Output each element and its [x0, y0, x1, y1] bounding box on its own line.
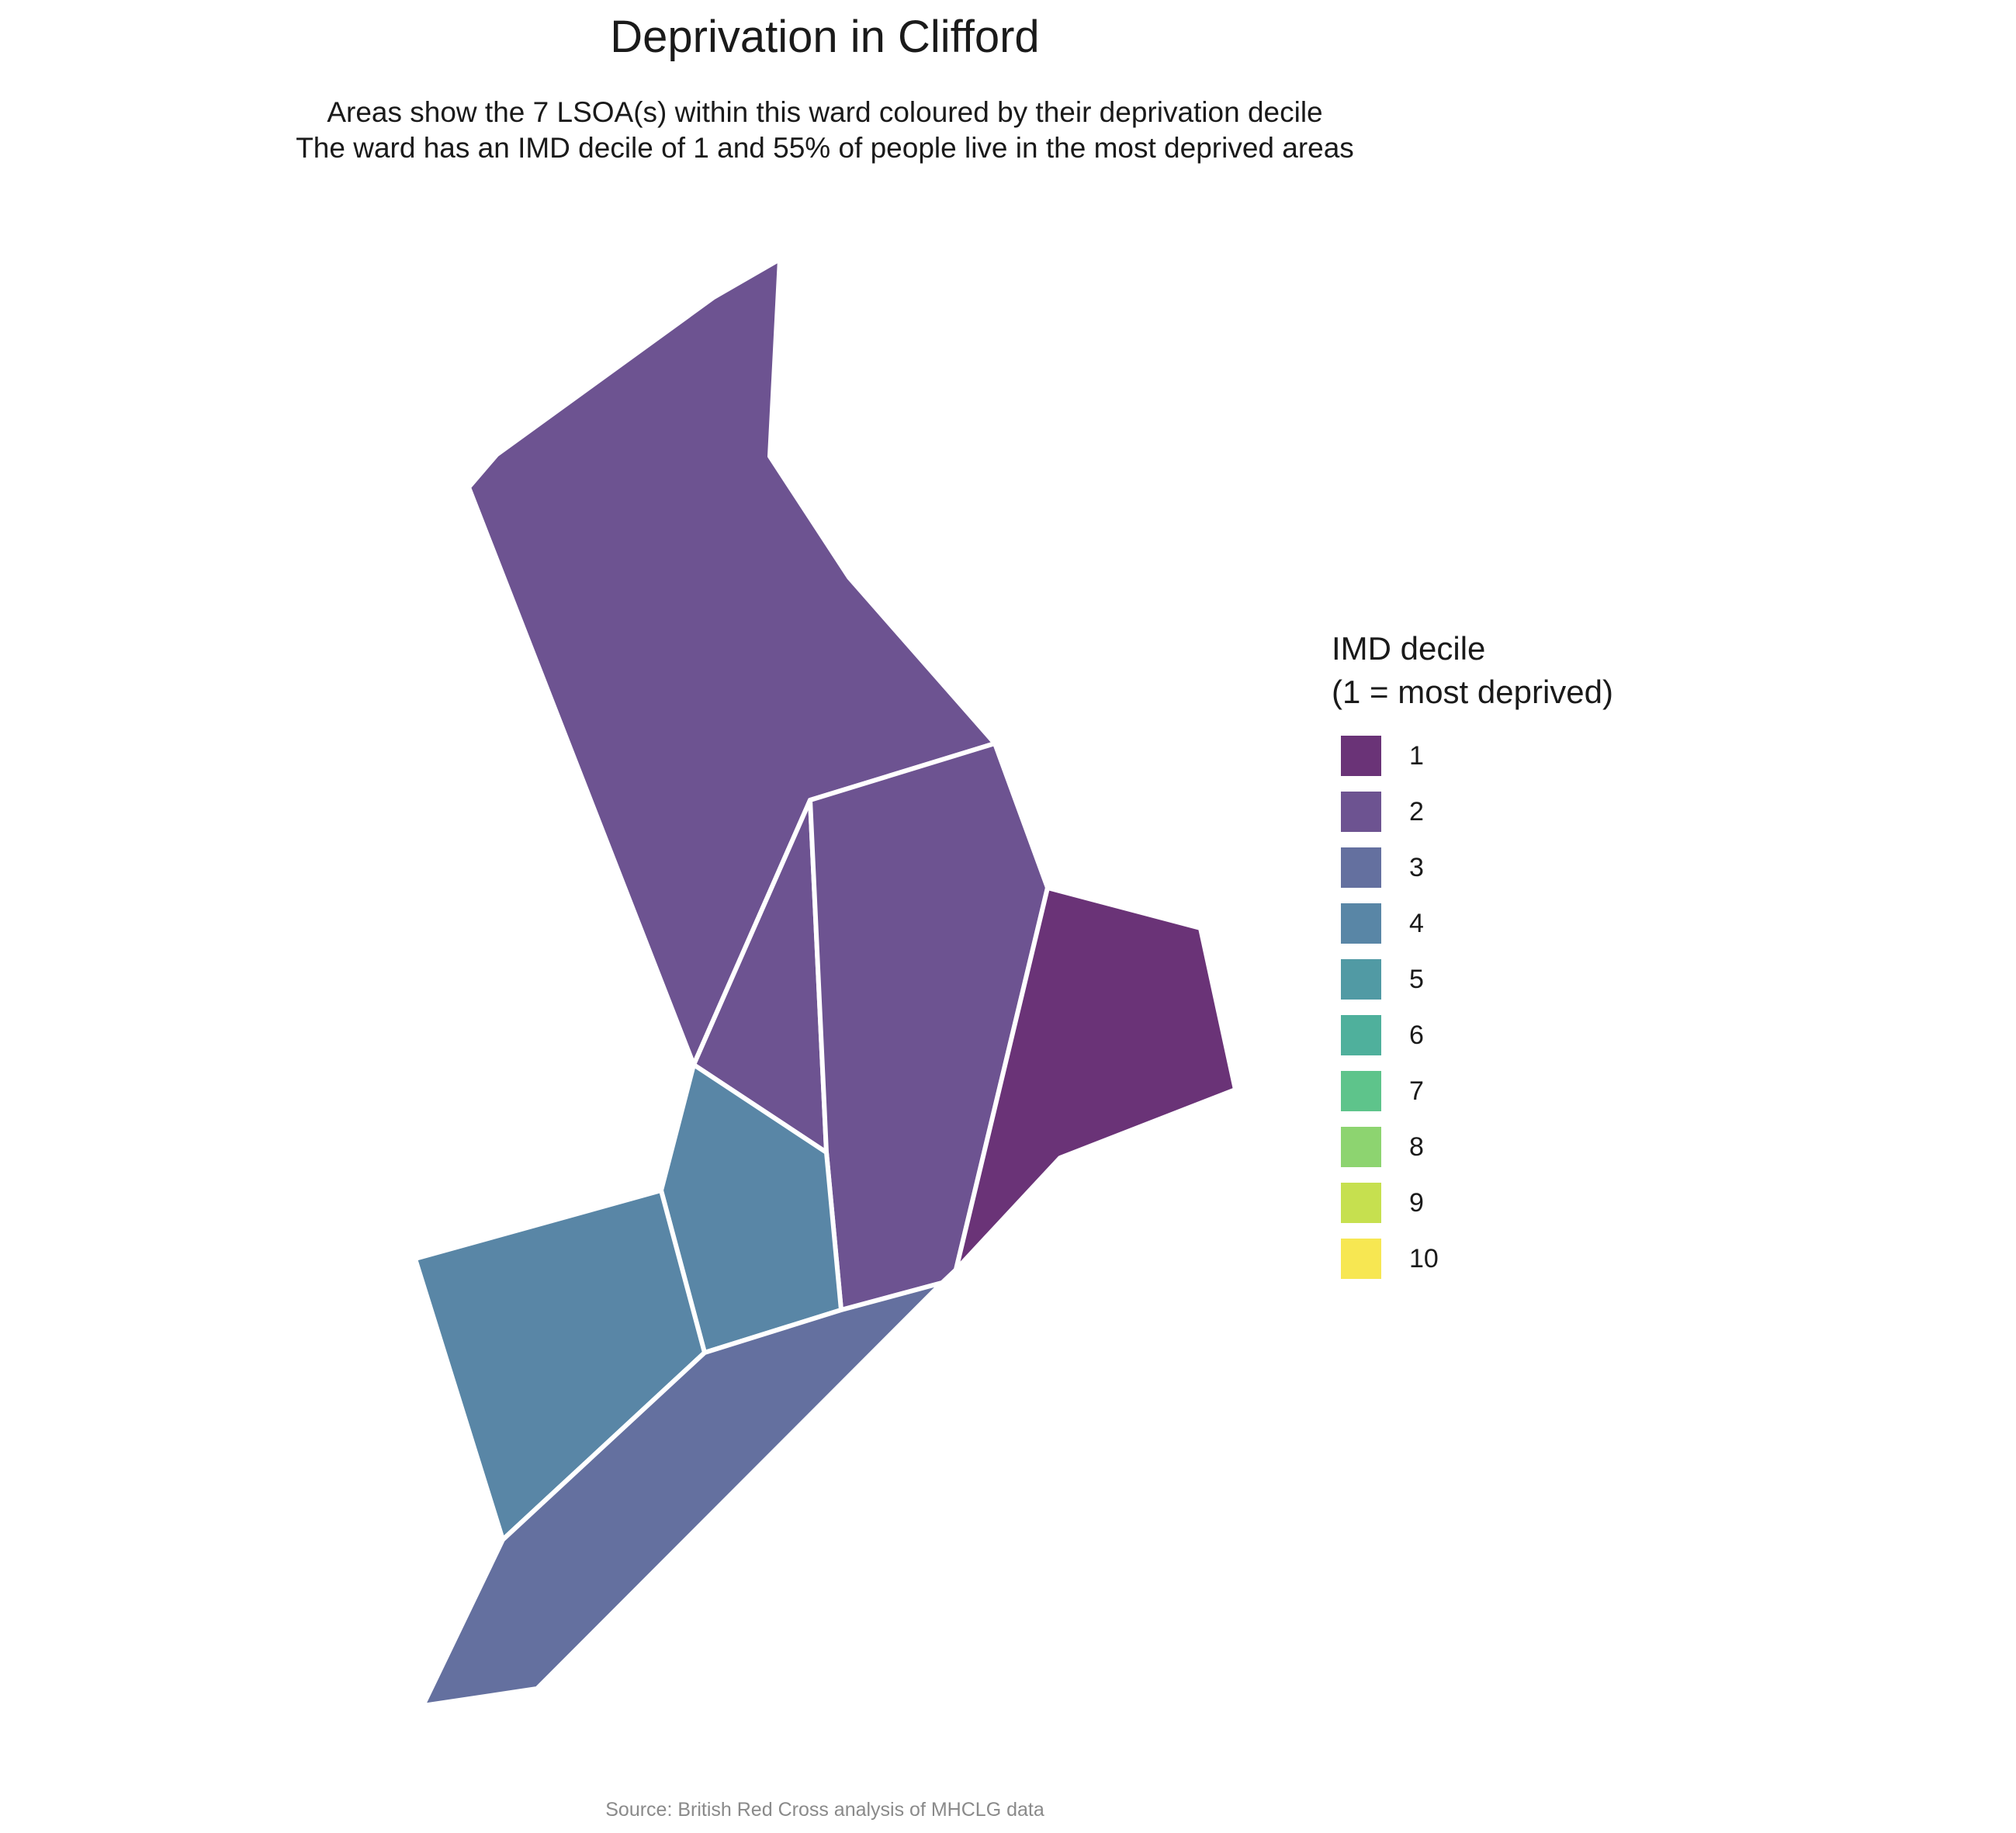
legend-swatch [1341, 1183, 1381, 1223]
legend-swatch [1341, 1071, 1381, 1111]
legend-label: 3 [1409, 852, 1424, 882]
legend-item: 3 [1332, 840, 1613, 896]
legend-title-line-2: (1 = most deprived) [1332, 674, 1613, 710]
legend-label: 10 [1409, 1243, 1439, 1273]
legend-swatch [1341, 903, 1381, 944]
legend-label: 9 [1409, 1187, 1424, 1218]
legend-label: 7 [1409, 1076, 1424, 1106]
legend-item: 6 [1332, 1007, 1613, 1063]
legend-label: 4 [1409, 908, 1424, 938]
legend-item: 7 [1332, 1063, 1613, 1119]
legend-item: 9 [1332, 1175, 1613, 1231]
legend-items: 1 2 3 4 5 6 7 8 9 10 [1332, 728, 1613, 1287]
legend-title-line-1: IMD decile [1332, 630, 1486, 667]
legend-label: 5 [1409, 964, 1424, 994]
map-subtitle-line-1: Areas show the 7 LSOA(s) within this war… [327, 96, 1323, 128]
legend-swatch [1341, 1127, 1381, 1167]
legend-item: 4 [1332, 896, 1613, 951]
legend-label: 2 [1409, 796, 1424, 826]
legend-swatch [1341, 792, 1381, 832]
legend-swatch [1341, 736, 1381, 776]
legend-item: 1 [1332, 728, 1613, 784]
legend-item: 10 [1332, 1231, 1613, 1287]
lsoa-area-south[interactable] [421, 1280, 944, 1708]
legend-item: 5 [1332, 951, 1613, 1007]
legend-swatch [1341, 1015, 1381, 1055]
map-subtitle-line-2: The ward has an IMD decile of 1 and 55% … [296, 132, 1354, 164]
legend: IMD decile (1 = most deprived) 1 2 3 4 5… [1332, 627, 1613, 1287]
legend-item: 8 [1332, 1119, 1613, 1175]
map-title: Deprivation in Clifford [610, 12, 1040, 62]
legend-label: 8 [1409, 1131, 1424, 1162]
legend-label: 1 [1409, 740, 1424, 771]
legend-swatch [1341, 847, 1381, 888]
lsoa-area-east[interactable] [954, 885, 1238, 1272]
legend-item: 2 [1332, 784, 1613, 840]
source-caption: Source: British Red Cross analysis of MH… [605, 1799, 1044, 1821]
legend-swatch [1341, 1239, 1381, 1279]
legend-label: 6 [1409, 1020, 1424, 1050]
legend-swatch [1341, 959, 1381, 1000]
